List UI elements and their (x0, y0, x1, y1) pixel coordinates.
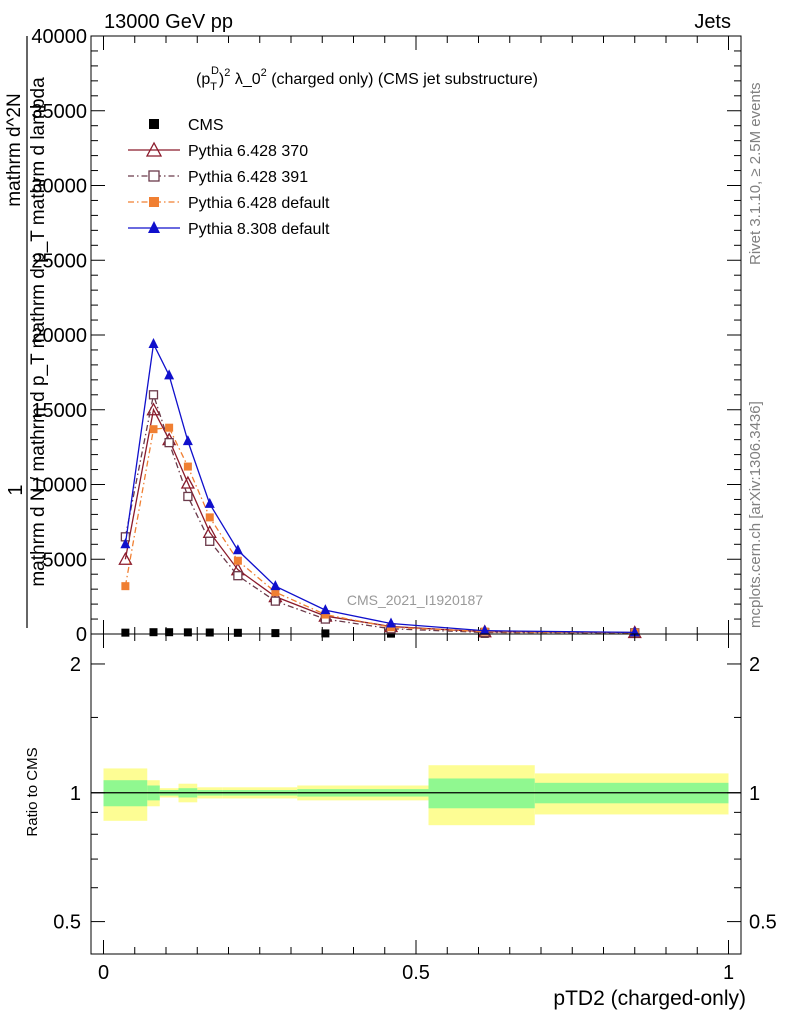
legend-marker (148, 221, 160, 233)
data-point (146, 402, 161, 416)
data-point (320, 604, 331, 615)
plot-title: (pTD)2 λ_02 (charged only) (CMS jet subs… (196, 65, 538, 93)
category-label: Jets (694, 11, 731, 33)
data-point (321, 610, 330, 619)
main-y-tick-label: 35000 (31, 101, 87, 123)
data-point (183, 462, 192, 471)
data-point (149, 628, 158, 637)
x-tick-label: 1 (723, 962, 734, 984)
data-point (148, 390, 159, 400)
data-point (386, 617, 396, 628)
energy-label: 13000 GeV pp (104, 11, 233, 33)
data-point (204, 497, 215, 508)
main-y-tick-label: 30000 (31, 176, 87, 198)
data-point (149, 425, 158, 434)
data-point (205, 513, 214, 522)
x-axis-label: pTD2 (charged-only) (553, 987, 746, 1010)
data-point (165, 423, 174, 432)
y-label-one: 1 (5, 484, 27, 495)
data-point (183, 628, 192, 637)
data-point (271, 588, 280, 597)
legend-entry: Pythia 6.428 391 (128, 169, 308, 186)
data-point (233, 571, 243, 581)
legend-marker (148, 170, 160, 182)
legend-entry: Pythia 8.308 default (128, 221, 330, 238)
legend-marker (149, 119, 159, 129)
legend-label: Pythia 6.428 391 (188, 169, 308, 186)
main-y-tick-label: 10000 (31, 475, 87, 497)
legend-marker (145, 141, 163, 157)
legend-label: CMS (188, 117, 224, 134)
main-y-axis: 0 5000 10000 15000 20000 25000 30000 35000 40000 (31, 26, 741, 646)
data-point (271, 629, 280, 638)
analysis-watermark: CMS_2021_I1920187 (347, 592, 483, 608)
data-point (164, 369, 175, 380)
data-point (270, 596, 281, 606)
data-point (233, 628, 242, 637)
x-tick-label: 0.5 (402, 962, 430, 984)
main-y-tick-label: 15000 (31, 400, 87, 422)
main-y-tick-label: 40000 (31, 26, 87, 48)
data-point (121, 628, 130, 637)
legend-label: Pythia 6.428 370 (188, 143, 308, 160)
data-point (182, 435, 193, 446)
data-point (165, 628, 174, 637)
series-line (124, 392, 635, 634)
data-point (202, 524, 217, 538)
data-point (180, 475, 195, 489)
main-y-tick-label: 5000 (43, 549, 88, 571)
data-point (321, 629, 330, 638)
ratio-y-tick-label: 2 (70, 654, 81, 676)
main-y-tick-label: 0 (76, 624, 87, 646)
ratio-x-axis: 0 0.5 1 (98, 634, 734, 984)
ratio-panel: 0.5 0.51 12 2 0 0.5 1 Ratio to CMS pTD2 (char… (24, 633, 777, 1010)
data-point (205, 628, 214, 637)
legend-entry: Pythia 6.428 370 (128, 141, 308, 160)
legend: CMS Pythia 6.428 370 Pythia 6.428 391 Pythi… (128, 117, 330, 238)
ratio-bands (91, 765, 741, 826)
legend-label: Pythia 8.308 default (188, 221, 330, 238)
data-point (118, 551, 133, 565)
legend-marker (149, 197, 159, 207)
main-panel: 0 5000 10000 15000 20000 25000 30000 35000 40000… (31, 26, 742, 646)
ratio-y-axis: 0.5 0.5 1 1 2 2 (53, 654, 777, 934)
data-point (270, 580, 281, 591)
ratio-y-tick-label-right: 2 (749, 654, 760, 676)
main-y-label: 1 mathrm d^2N mathrm d N / mathrm d p_T … (4, 36, 49, 628)
data-point (121, 582, 130, 591)
x-tick-label: 0 (98, 962, 109, 984)
series-line (124, 341, 635, 634)
data-point (148, 337, 159, 348)
data-point (164, 437, 174, 448)
data-point (205, 536, 215, 546)
ratio-y-tick-label-right: 0.5 (749, 912, 777, 934)
ratio-y-tick-label-right: 1 (749, 783, 760, 805)
legend-label: Pythia 6.428 default (188, 195, 330, 212)
data-point (183, 491, 193, 502)
rivet-version-label: Rivet 3.1.10, ≥ 2.5M events (747, 83, 764, 266)
data-point (120, 538, 131, 549)
y-label-denominator: mathrm d N / mathrm d p_T mathrm d p_T m… (28, 77, 49, 587)
ratio-y-label: Ratio to CMS (24, 747, 41, 836)
y-label-numerator: mathrm d^2N (4, 93, 25, 206)
main-y-tick-label: 20000 (31, 325, 87, 347)
mcplots-source-label: mcplots.cern.ch [arXiv:1306.3436] (747, 401, 764, 628)
series-cms (121, 628, 639, 638)
data-point (479, 624, 490, 635)
legend-entry: CMS (149, 117, 224, 134)
data-point (233, 556, 242, 565)
legend-entry: Pythia 6.428 default (128, 195, 330, 212)
main-y-tick-label: 25000 (31, 250, 87, 272)
data-point (232, 544, 243, 555)
ratio-y-tick-label: 1 (70, 783, 81, 805)
ratio-y-tick-label: 0.5 (53, 912, 81, 934)
